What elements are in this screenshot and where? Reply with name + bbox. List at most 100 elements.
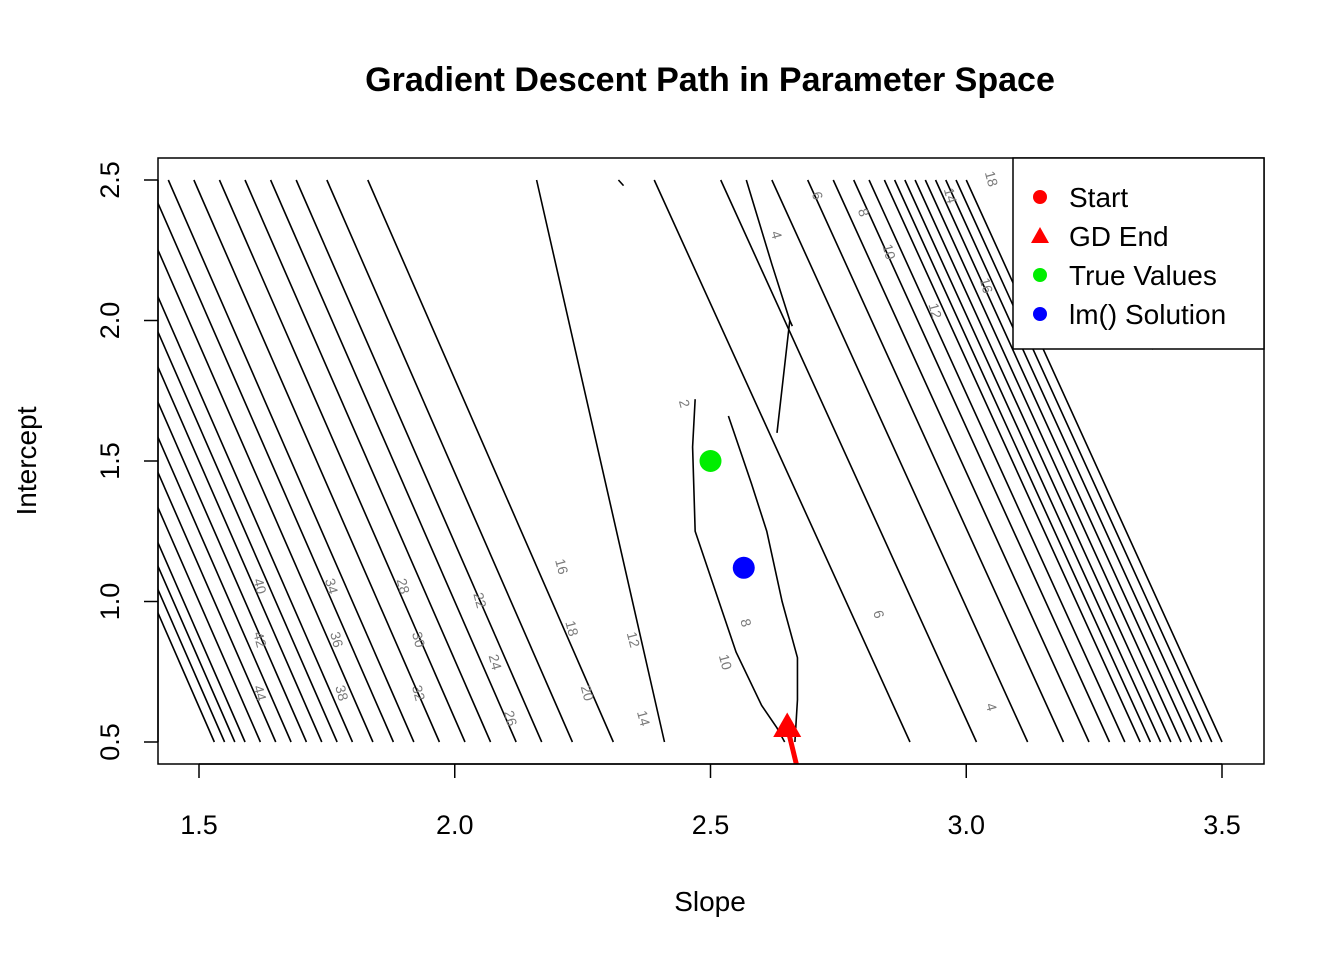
contour-line: [945, 179, 1203, 743]
x-tick-label: 1.5: [180, 810, 218, 840]
contour-label: 10: [716, 652, 736, 671]
legend: Start GD End True Values lm() Solution: [1012, 157, 1265, 350]
gd-end-marker: [773, 712, 802, 738]
legend-symbol-true-values: [1033, 268, 1047, 282]
contour-label: 22: [470, 591, 490, 610]
contour-line: [727, 415, 799, 743]
y-tick-label: 1.0: [95, 583, 125, 621]
y-tick-label: 2.5: [95, 161, 125, 199]
contour-line: [745, 179, 791, 433]
contour-label: 42: [250, 630, 270, 649]
contour-label: 6: [809, 190, 827, 202]
contour-line: [326, 179, 574, 743]
contour-line: [158, 294, 354, 743]
contour-line: [934, 179, 1193, 743]
contour-line: [720, 179, 978, 743]
contour-label: 8: [855, 207, 873, 219]
y-tick-label: 0.5: [95, 723, 125, 761]
contour-line: [158, 330, 338, 743]
contour-line: [789, 320, 794, 327]
contour-line: [914, 179, 1172, 743]
contour-label: 18: [982, 169, 1002, 188]
contour-line: [965, 179, 1223, 743]
contour-line: [158, 540, 246, 743]
legend-box: [1012, 157, 1265, 350]
legend-label-start: Start: [1069, 182, 1128, 213]
contour-line: [295, 179, 543, 743]
contour-label: 12: [624, 630, 644, 649]
legend-label-true-values: True Values: [1069, 260, 1217, 291]
contour-label: 4: [983, 701, 1001, 713]
y-tick-label: 2.0: [95, 302, 125, 340]
contour-label: 26: [501, 709, 521, 728]
contour-line: [771, 179, 1029, 743]
contour-label: 32: [409, 683, 429, 702]
x-tick-label: 2.0: [436, 810, 474, 840]
contour-label: 40: [250, 577, 270, 596]
contour-labels: 4442403836343230282624222018161412108642…: [250, 169, 1165, 728]
contour-line: [218, 179, 466, 743]
contour-line: [367, 179, 615, 743]
contour-label: 16: [552, 557, 572, 576]
contour-line: [868, 179, 1126, 743]
contour-line: [158, 400, 308, 743]
contour-label: 18: [562, 619, 582, 638]
contour-line: [158, 611, 216, 743]
legend-symbol-lm-solution: [1033, 307, 1047, 321]
contour-line: [158, 587, 226, 743]
y-axis-label: Intercept: [11, 406, 42, 515]
legend-label-lm-solution: lm() Solution: [1069, 299, 1226, 330]
contour-label: 30: [409, 630, 429, 649]
contour-line: [158, 201, 395, 743]
contour-line: [158, 564, 236, 743]
contour-line: [904, 179, 1162, 743]
contour-line: [193, 179, 441, 743]
y-tick-label: 1.5: [95, 442, 125, 480]
contour-label: 24: [486, 652, 506, 671]
contour-line: [691, 399, 786, 743]
contour-label: 38: [332, 683, 352, 702]
contour-line: [158, 505, 262, 743]
legend-label-gd-end: GD End: [1069, 221, 1169, 252]
x-tick-label: 3.0: [947, 810, 985, 840]
contour-label: 36: [327, 630, 347, 649]
contour-lines: [158, 179, 1223, 743]
legend-symbol-start: [1033, 190, 1047, 204]
legend-symbol-gd-end: [1031, 227, 1049, 243]
x-tick-label: 2.5: [692, 810, 730, 840]
contour-label: 34: [322, 577, 342, 596]
contour-line: [617, 179, 625, 187]
contour-line: [955, 179, 1213, 743]
lm-solution-marker: [732, 556, 755, 579]
x-axis-label: Slope: [674, 886, 746, 917]
contour-line: [883, 179, 1141, 743]
contour-label: 2: [676, 398, 694, 410]
contour-label: 16: [977, 276, 997, 295]
chart-title: Gradient Descent Path in Parameter Space: [365, 61, 1055, 99]
contour-label: 28: [394, 577, 414, 596]
contour-line: [535, 179, 666, 743]
contour-label: 44: [250, 683, 270, 702]
contour-line: [832, 179, 1090, 743]
contour-label: 4: [768, 229, 786, 241]
contour-label: 8: [737, 617, 755, 629]
contour-line: [158, 470, 277, 743]
contour-line: [269, 179, 517, 743]
x-axis: 1.5 2.0 2.5 3.0 3.5: [180, 763, 1241, 840]
contour-line: [806, 179, 1065, 743]
contour-label: 20: [578, 683, 598, 702]
contour-label: 6: [870, 608, 888, 620]
true-values-marker: [699, 450, 722, 472]
contour-line: [924, 179, 1182, 743]
contour-line: [158, 248, 374, 743]
contour-line: [158, 435, 292, 743]
contour-label: 12: [926, 301, 946, 320]
contour-line: [167, 179, 415, 743]
contour-line: [653, 179, 911, 743]
contour-label: 14: [941, 186, 961, 205]
contour-label: 10: [879, 242, 899, 261]
contour-line: [158, 365, 323, 743]
contour-line: [852, 179, 1111, 743]
y-axis: 0.5 1.0 1.5 2.0 2.5: [95, 161, 159, 761]
